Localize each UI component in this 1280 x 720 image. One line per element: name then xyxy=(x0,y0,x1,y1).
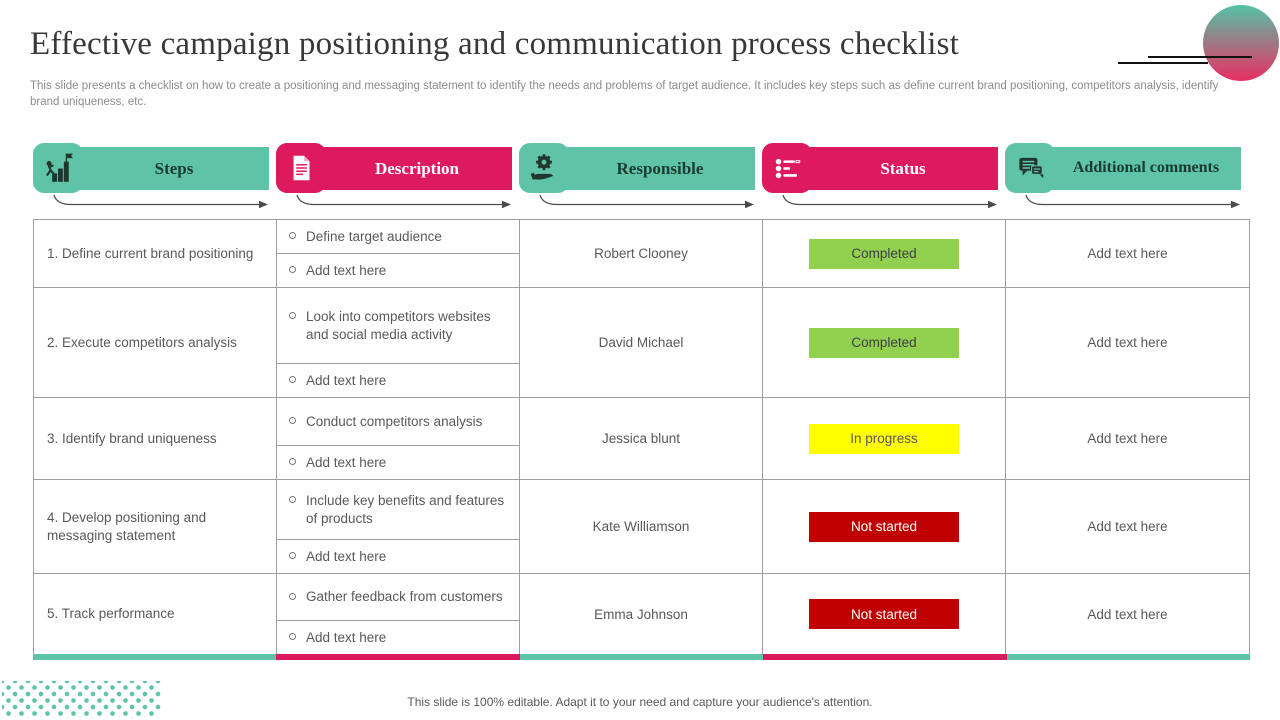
responsible-cell[interactable]: Jessica blunt xyxy=(520,398,763,479)
status-badge[interactable]: Not started xyxy=(809,599,959,629)
step-cell[interactable]: 5. Track performance xyxy=(34,574,277,654)
step-cell[interactable]: 2. Execute competitors analysis xyxy=(34,288,277,397)
bullet-icon xyxy=(289,376,296,384)
responsible-cell[interactable]: Emma Johnson xyxy=(520,574,763,654)
step-cell[interactable]: 1. Define current brand positioning xyxy=(34,220,277,287)
checklist-icon xyxy=(762,143,812,193)
description-item[interactable]: Include key benefits and features of pro… xyxy=(306,492,505,526)
comments-cell[interactable]: Add text here xyxy=(1087,335,1168,350)
leader-arrow xyxy=(539,194,754,209)
column-header-label: Description xyxy=(322,147,512,190)
leader-arrow xyxy=(782,194,997,209)
bullet-icon xyxy=(289,458,296,466)
bullet-icon xyxy=(289,232,296,240)
bullet-icon xyxy=(289,496,296,504)
bullet-icon xyxy=(289,312,296,320)
description-item[interactable]: Add text here xyxy=(306,629,387,645)
comments-cell[interactable]: Add text here xyxy=(1087,606,1168,622)
table-row: 4. Develop positioning and messaging sta… xyxy=(34,480,1249,574)
step-cell[interactable]: 3. Identify brand uniqueness xyxy=(34,398,277,479)
comments-cell[interactable]: Add text here xyxy=(1087,519,1168,534)
description-item[interactable]: Define target audience xyxy=(306,228,442,244)
table-row: 1. Define current brand positioning Defi… xyxy=(34,220,1249,288)
responsible-cell[interactable]: Robert Clooney xyxy=(520,220,763,287)
description-item[interactable]: Add text here xyxy=(306,372,387,388)
column-header-label: Steps xyxy=(79,147,269,190)
status-cell: Not started xyxy=(763,574,1006,654)
leader-arrow xyxy=(296,194,511,209)
decorative-line xyxy=(1148,56,1252,58)
status-badge[interactable]: In progress xyxy=(809,423,959,454)
table-bottom-accent-bar xyxy=(33,654,1251,660)
column-header-label: Additional comments xyxy=(1051,147,1241,190)
comments-cell[interactable]: Add text here xyxy=(1087,431,1168,446)
description-cell: Define target audience Add text here xyxy=(277,220,520,287)
status-cell: Completed xyxy=(763,220,1006,287)
leader-arrow xyxy=(53,194,268,209)
responsible-cell[interactable]: Kate Williamson xyxy=(520,480,763,573)
column-header-status: Status xyxy=(762,143,1005,213)
status-cell: Completed xyxy=(763,288,1006,397)
description-cell: Look into competitors websites and socia… xyxy=(277,288,520,397)
checklist-table: 1. Define current brand positioning Defi… xyxy=(33,219,1250,655)
document-icon xyxy=(276,143,326,193)
dot-pattern-decoration xyxy=(2,681,162,718)
step-cell[interactable]: 4. Develop positioning and messaging sta… xyxy=(34,480,277,573)
column-header-responsible: Responsible xyxy=(519,143,762,213)
table-row: 3. Identify brand uniqueness Conduct com… xyxy=(34,398,1249,480)
gradient-circle-decoration xyxy=(1203,5,1279,81)
description-item[interactable]: Gather feedback from customers xyxy=(306,589,503,605)
growth-steps-icon xyxy=(33,143,83,193)
description-cell: Conduct competitors analysis Add text he… xyxy=(277,398,520,479)
table-row: 2. Execute competitors analysis Look int… xyxy=(34,288,1249,398)
status-cell: In progress xyxy=(763,398,1006,479)
description-item[interactable]: Add text here xyxy=(306,548,387,564)
bullet-icon xyxy=(289,417,296,425)
comments-cell[interactable]: Add text here xyxy=(1087,246,1168,261)
column-header-description: Description xyxy=(276,143,519,213)
bullet-icon xyxy=(289,266,296,274)
status-badge[interactable]: Completed xyxy=(809,327,959,358)
bullet-icon xyxy=(289,633,296,641)
decorative-line xyxy=(1118,62,1208,64)
bullet-icon xyxy=(289,592,296,600)
column-header-steps: Steps xyxy=(33,143,276,213)
status-badge[interactable]: Completed xyxy=(809,238,959,269)
leader-arrow xyxy=(1025,194,1240,209)
chat-comments-icon xyxy=(1005,143,1055,193)
description-item[interactable]: Look into competitors websites and socia… xyxy=(306,308,491,342)
status-badge[interactable]: Not started xyxy=(809,511,959,542)
responsible-cell[interactable]: David Michael xyxy=(520,288,763,397)
column-header-label: Status xyxy=(808,147,998,190)
hand-gear-icon xyxy=(519,143,569,193)
description-cell: Include key benefits and features of pro… xyxy=(277,480,520,573)
description-cell: Gather feedback from customers Add text … xyxy=(277,574,520,654)
column-header-additional-comments: Additional comments xyxy=(1005,143,1248,213)
page-title: Effective campaign positioning and commu… xyxy=(30,26,959,62)
slide-subtitle: This slide presents a checklist on how t… xyxy=(30,80,1219,108)
description-item[interactable]: Conduct competitors analysis xyxy=(306,413,483,429)
column-header-label: Responsible xyxy=(565,147,755,190)
description-item[interactable]: Add text here xyxy=(306,454,387,470)
description-item[interactable]: Add text here xyxy=(306,262,387,278)
table-row: 5. Track performance Gather feedback fro… xyxy=(34,574,1249,654)
bullet-icon xyxy=(289,552,296,560)
status-cell: Not started xyxy=(763,480,1006,573)
footer-note: This slide is 100% editable. Adapt it to… xyxy=(407,695,873,709)
